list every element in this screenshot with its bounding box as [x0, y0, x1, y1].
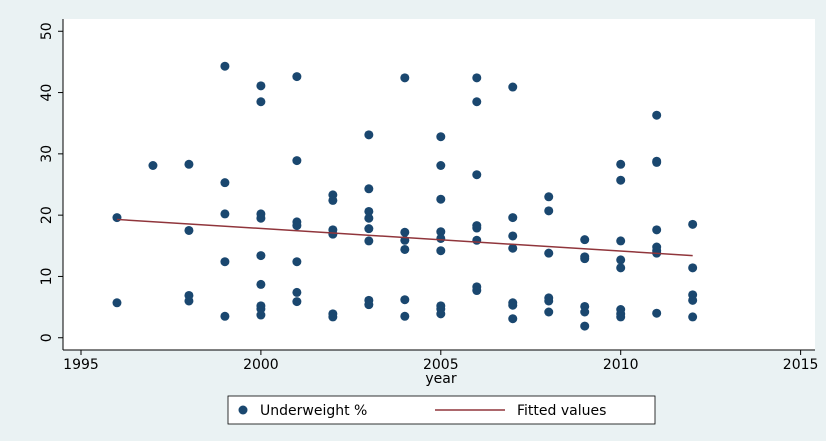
y-tick-label: 0 — [39, 333, 55, 342]
scatter-point — [616, 263, 626, 273]
scatter-point — [364, 213, 374, 223]
scatter-point — [400, 295, 410, 305]
x-axis-label: year — [425, 371, 456, 387]
scatter-point — [256, 213, 266, 223]
scatter-point — [292, 156, 302, 166]
scatter-point — [364, 224, 374, 234]
scatter-point — [184, 296, 194, 306]
scatter-point — [400, 73, 410, 83]
scatter-point — [292, 257, 302, 267]
x-tick-label: 2015 — [783, 357, 819, 373]
scatter-point — [364, 236, 374, 246]
scatter-point — [364, 184, 374, 194]
scatter-point — [400, 227, 410, 237]
scatter-point — [112, 298, 122, 308]
plot-area — [63, 19, 815, 350]
scatter-point — [436, 160, 446, 170]
scatter-point — [580, 254, 590, 264]
scatter-point — [616, 255, 626, 265]
x-tick-label: 2000 — [243, 357, 279, 373]
fitted-line — [116, 218, 693, 257]
scatter-point — [580, 321, 590, 331]
scatter-point — [292, 297, 302, 307]
x-tick-label: 1995 — [63, 357, 99, 373]
scatter-point — [292, 221, 302, 231]
scatter-point — [472, 73, 482, 83]
scatter-point — [364, 206, 374, 216]
scatter-point — [472, 223, 482, 233]
scatter-point — [256, 279, 266, 289]
scatter-point — [544, 192, 554, 202]
scatter-point — [112, 213, 122, 223]
scatter-point — [508, 300, 518, 310]
scatter-point — [544, 206, 554, 216]
scatter-point — [364, 130, 374, 140]
scatter-point — [652, 225, 662, 235]
scatter-point — [220, 61, 230, 71]
scatter-point — [436, 194, 446, 204]
scatter-point — [472, 170, 482, 180]
scatter-point — [580, 235, 590, 245]
x-tick-label: 2010 — [603, 357, 639, 373]
scatter-point — [544, 248, 554, 258]
x-tick-label: 2005 — [423, 357, 459, 373]
scatter-point — [544, 296, 554, 306]
scatter-point — [220, 257, 230, 267]
scatter-point — [508, 314, 518, 324]
scatter-point — [292, 72, 302, 82]
scatter-point — [616, 175, 626, 185]
scatter-point — [256, 310, 266, 320]
legend-label: Underweight % — [260, 403, 367, 419]
scatter-point — [292, 287, 302, 297]
scatter-point — [436, 246, 446, 256]
scatter-point — [220, 209, 230, 219]
scatter-point — [616, 236, 626, 246]
scatter-point — [220, 178, 230, 188]
scatter-point — [436, 132, 446, 142]
y-tick-label: 50 — [39, 22, 55, 40]
scatter-point — [328, 312, 338, 322]
scatter-point — [688, 295, 698, 305]
scatter-point — [436, 227, 446, 237]
scatter-point — [544, 307, 554, 317]
scatter-point — [364, 300, 374, 310]
scatter-point — [184, 159, 194, 169]
scatter-point — [472, 286, 482, 296]
scatter-point — [688, 219, 698, 229]
scatter-point — [436, 233, 446, 243]
y-tick-label: 10 — [39, 268, 55, 286]
scatter-point — [328, 229, 338, 239]
scatter-point — [688, 312, 698, 322]
scatter-point — [148, 160, 158, 170]
scatter-point — [616, 312, 626, 322]
scatter-point — [508, 243, 518, 253]
legend-marker — [238, 405, 248, 415]
scatter-point — [256, 251, 266, 261]
scatter-point — [652, 157, 662, 167]
scatter-point — [256, 81, 266, 91]
scatter-point — [400, 311, 410, 321]
scatter-point — [652, 308, 662, 318]
scatter-point — [508, 213, 518, 223]
scatter-point — [580, 307, 590, 317]
scatter-point — [652, 110, 662, 120]
scatter-point — [256, 97, 266, 107]
scatter-point — [508, 82, 518, 92]
scatter-point — [688, 263, 698, 273]
y-tick-label: 20 — [39, 206, 55, 224]
y-tick-label: 40 — [39, 84, 55, 102]
scatter-point — [436, 309, 446, 319]
scatter-point — [508, 231, 518, 241]
scatter-point — [616, 159, 626, 169]
scatter-point — [220, 311, 230, 321]
scatter-point — [400, 244, 410, 254]
legend-label: Fitted values — [517, 403, 606, 419]
y-tick-label: 30 — [39, 145, 55, 163]
scatter-point — [328, 195, 338, 205]
scatter-point — [184, 225, 194, 235]
scatter-point — [472, 97, 482, 107]
scatter-point — [472, 235, 482, 245]
